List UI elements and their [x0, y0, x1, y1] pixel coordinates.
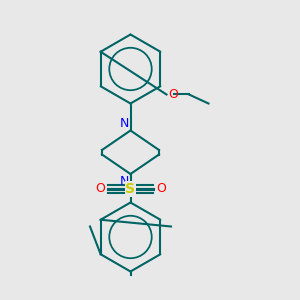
Text: O: O: [168, 88, 178, 101]
Text: O: O: [95, 182, 105, 196]
Text: S: S: [125, 182, 136, 196]
Text: N: N: [120, 175, 129, 188]
Text: N: N: [120, 117, 129, 130]
Text: O: O: [156, 182, 166, 196]
